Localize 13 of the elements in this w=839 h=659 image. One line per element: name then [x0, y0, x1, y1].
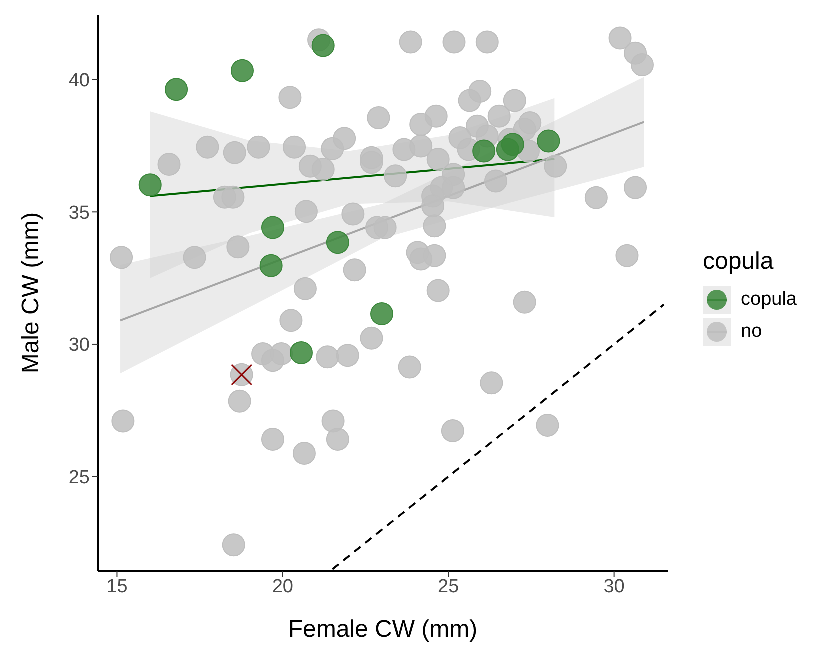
- y-tick-label: 40: [68, 70, 90, 92]
- y-tick-label: 25: [68, 468, 90, 489]
- x-tick-label: 30: [604, 576, 625, 598]
- x-axis-title: Female CW (mm): [288, 616, 478, 643]
- y-tick-label: 30: [68, 335, 90, 356]
- legend-title: copula: [703, 248, 775, 276]
- x-tick-label: 25: [438, 576, 460, 598]
- y-axis-title: Male CW (mm): [18, 212, 45, 374]
- x-tick-label: 20: [272, 576, 294, 598]
- legend-label: no: [741, 321, 762, 343]
- x-tick-label: 15: [106, 576, 128, 598]
- legend-label: copula: [741, 289, 797, 311]
- y-tick-label: 35: [68, 202, 90, 224]
